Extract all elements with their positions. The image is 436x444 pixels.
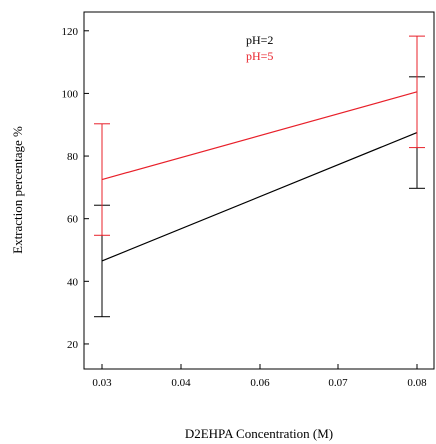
error-bar <box>94 123 110 236</box>
x-tick-label: 0.06 <box>250 377 270 389</box>
y-tick-label: 100 <box>62 88 79 100</box>
legend-entry-1: pH=2 <box>246 33 273 47</box>
y-tick-label: 40 <box>67 276 79 288</box>
series-layer <box>94 35 425 318</box>
y-tick-label: 120 <box>62 26 79 38</box>
y-axis-ticks: 20 40 60 80 100 120 <box>62 26 89 351</box>
y-axis-label: Extraction percentage % <box>10 126 25 254</box>
y-tick-label: 80 <box>67 151 79 163</box>
y-tick-label: 20 <box>67 339 79 351</box>
x-tick-label: 0.04 <box>171 377 191 389</box>
series-line-1 <box>101 132 418 262</box>
x-tick-label: 0.03 <box>92 377 112 389</box>
x-axis-ticks: 0.03 0.04 0.06 0.07 0.08 <box>92 364 427 389</box>
error-bar <box>409 35 425 149</box>
x-axis-label: D2EHPA Concentration (M) <box>185 426 333 441</box>
x-tick-label: 0.08 <box>407 377 427 389</box>
series-line-2 <box>101 91 418 181</box>
plot-frame <box>83 11 435 370</box>
legend-entry-2: pH=5 <box>246 49 273 63</box>
legend: pH=2 pH=5 <box>246 33 273 63</box>
y-tick-label: 60 <box>67 214 79 226</box>
x-tick-label: 0.07 <box>328 377 348 389</box>
